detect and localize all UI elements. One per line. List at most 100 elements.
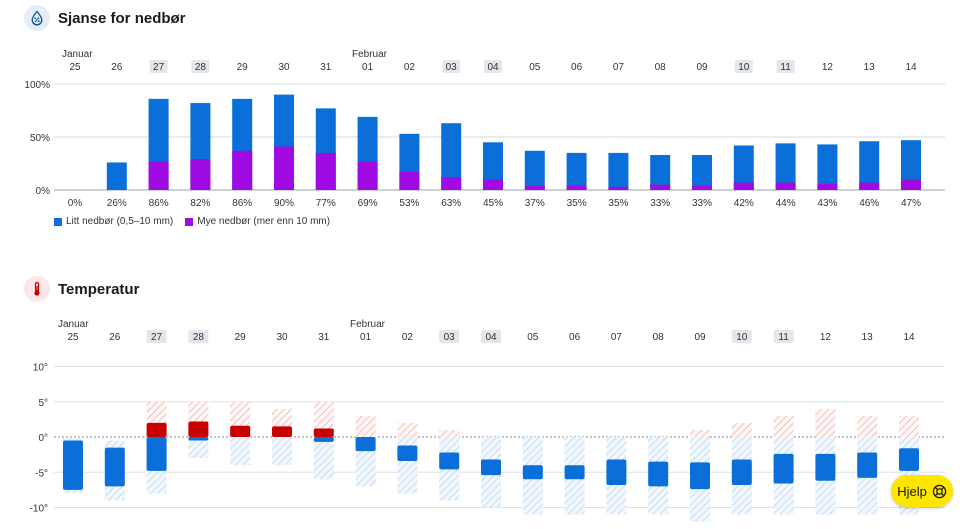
value-label: 43% bbox=[817, 198, 837, 209]
value-label: 77% bbox=[316, 198, 336, 209]
bar-heavy-rain bbox=[483, 179, 503, 190]
day-label: 08 bbox=[655, 62, 667, 73]
day-label: 06 bbox=[571, 62, 583, 73]
temperature-header: Temperatur bbox=[24, 276, 139, 302]
day-label: 12 bbox=[822, 62, 834, 73]
y-tick-label: 0% bbox=[36, 186, 51, 197]
precipitation-title: Sjanse for nedbør bbox=[58, 9, 186, 27]
bar-light-rain bbox=[524, 150, 545, 190]
value-label: 90% bbox=[274, 198, 294, 209]
weekend-highlight bbox=[734, 60, 753, 73]
bar-heavy-rain bbox=[148, 161, 169, 190]
bar-light-rain bbox=[859, 141, 880, 190]
value-label: 86% bbox=[232, 198, 252, 209]
legend-swatch-heavy bbox=[185, 217, 194, 226]
bar-light-rain bbox=[608, 152, 629, 190]
day-label: 10 bbox=[738, 62, 750, 73]
bar-heavy-rain bbox=[608, 186, 629, 190]
y-tick-label: 50% bbox=[30, 133, 50, 144]
bar-heavy-rain bbox=[650, 184, 671, 190]
day-label: 25 bbox=[69, 62, 81, 73]
value-label: 37% bbox=[525, 198, 545, 209]
day-label: 04 bbox=[487, 62, 499, 73]
temperature-title: Temperatur bbox=[58, 280, 140, 298]
weekend-highlight bbox=[149, 60, 168, 73]
value-label: 33% bbox=[650, 198, 670, 209]
bar-light-rain bbox=[441, 123, 462, 190]
day-label: 05 bbox=[529, 62, 541, 73]
bar-light-rain bbox=[733, 145, 754, 190]
day-label: 13 bbox=[864, 62, 876, 73]
bar-heavy-rain bbox=[817, 183, 838, 190]
day-label: 14 bbox=[905, 62, 917, 73]
value-label: 33% bbox=[692, 198, 712, 209]
y-tick-label: 100% bbox=[24, 80, 50, 91]
precipitation-section: Sjanse for nedbør Januar Februar 25 26 27 28 2… bbox=[0, 0, 960, 260]
weekend-highlight bbox=[191, 60, 210, 73]
bar-light-rain bbox=[566, 152, 587, 190]
day-label: 27 bbox=[153, 62, 165, 73]
legend-swatch-light bbox=[54, 217, 62, 226]
day-label: 02 bbox=[404, 62, 416, 73]
weekend-highlight bbox=[776, 60, 795, 73]
bar-heavy-rain bbox=[190, 159, 211, 190]
day-label: 31 bbox=[320, 62, 332, 73]
day-label: 01 bbox=[362, 62, 374, 73]
bar-light-rain bbox=[775, 143, 796, 190]
bar-heavy-rain bbox=[524, 185, 545, 190]
value-label: 47% bbox=[901, 198, 921, 209]
bar-heavy-rain bbox=[901, 179, 921, 190]
bar-heavy-rain bbox=[775, 182, 796, 190]
value-label: 45% bbox=[483, 198, 503, 209]
value-label: 26% bbox=[107, 198, 127, 209]
help-button-label: Hjelp bbox=[897, 483, 927, 499]
bar-light-rain bbox=[901, 140, 921, 190]
lifebuoy-icon bbox=[932, 484, 947, 498]
month-label-february: Februar bbox=[352, 49, 388, 60]
value-label: 69% bbox=[358, 198, 378, 209]
thermometer-icon bbox=[24, 276, 50, 302]
temperature-section: Temperatur bbox=[0, 270, 960, 529]
value-label: 42% bbox=[734, 198, 754, 209]
month-label-january: Januar bbox=[62, 49, 93, 60]
precipitation-legend: Litt nedbør (0,5–10 mm) Mye nedbør (mer … bbox=[54, 216, 342, 227]
value-label: 35% bbox=[608, 198, 628, 209]
weekend-highlight bbox=[484, 60, 502, 73]
legend-label-heavy: Mye nedbør (mer enn 10 mm) bbox=[197, 216, 331, 227]
legend-item-heavy: Mye nedbør (mer enn 10 mm) bbox=[185, 216, 330, 227]
bar-light-rain bbox=[650, 155, 671, 190]
bar-heavy-rain bbox=[274, 146, 294, 190]
bar-heavy-rain bbox=[859, 182, 880, 190]
bar-heavy-rain bbox=[232, 150, 253, 190]
value-label: 86% bbox=[149, 198, 169, 209]
value-label: 53% bbox=[399, 198, 419, 209]
bar-light-rain bbox=[817, 144, 838, 190]
raindrop-percent-icon bbox=[24, 5, 50, 31]
value-label: 46% bbox=[859, 198, 879, 209]
day-label: 03 bbox=[446, 62, 458, 73]
day-label: 07 bbox=[613, 62, 625, 73]
legend-label-light: Litt nedbør (0,5–10 mm) bbox=[66, 216, 174, 227]
day-label: 26 bbox=[111, 62, 123, 73]
bar-heavy-rain bbox=[441, 177, 462, 190]
bar-light-rain bbox=[106, 162, 127, 190]
weekend-highlight bbox=[442, 60, 461, 73]
bar-light-rain bbox=[483, 142, 503, 190]
value-label: 44% bbox=[776, 198, 796, 209]
help-button[interactable]: Hjelp bbox=[891, 475, 953, 507]
value-label: 0% bbox=[68, 198, 83, 209]
precipitation-chart: Januar Februar 25 26 27 28 29 30 31 01 02 03 04 05 06 0… bbox=[24, 49, 945, 209]
legend-item-light: Litt nedbør (0,5–10 mm) bbox=[54, 216, 173, 227]
day-label: 11 bbox=[780, 62, 791, 73]
bar-light-rain bbox=[692, 155, 712, 190]
precipitation-header: Sjanse for nedbør bbox=[24, 5, 186, 31]
bar-heavy-rain bbox=[357, 161, 378, 190]
bar-heavy-rain bbox=[733, 182, 754, 190]
bar-heavy-rain bbox=[566, 185, 587, 190]
value-label: 35% bbox=[567, 198, 587, 209]
bar-heavy-rain bbox=[315, 152, 336, 190]
day-label: 30 bbox=[278, 62, 290, 73]
bar-heavy-rain bbox=[692, 185, 712, 190]
day-label: 28 bbox=[195, 62, 207, 73]
value-label: 63% bbox=[441, 198, 461, 209]
